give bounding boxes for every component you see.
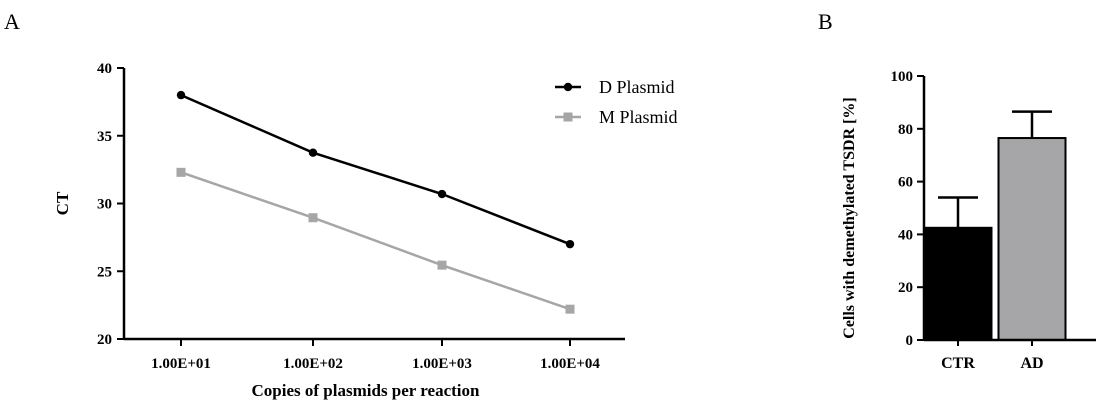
data-point bbox=[437, 260, 447, 270]
x-tick-label: 1.00E+02 bbox=[283, 356, 343, 372]
y-tick-label: 40 bbox=[97, 61, 112, 77]
y-tick-label: 0 bbox=[906, 333, 914, 349]
data-point bbox=[437, 189, 447, 199]
x-tick-label: 1.00E+03 bbox=[412, 356, 472, 372]
data-point bbox=[308, 148, 318, 157]
y-tick-label: 20 bbox=[898, 280, 913, 296]
y-tick-label: 20 bbox=[97, 332, 112, 348]
x-tick-label: CTR bbox=[941, 355, 975, 372]
data-point bbox=[565, 304, 575, 314]
x-tick-label: 1.00E+04 bbox=[540, 356, 600, 372]
y-axis-title: CT bbox=[53, 191, 72, 215]
series-line-1 bbox=[180, 93, 571, 246]
legend-label-2: M Plasmid bbox=[599, 107, 678, 127]
y-tick-label: 30 bbox=[97, 197, 112, 213]
legend-marker-1 bbox=[563, 82, 573, 92]
legend-label-1: D Plasmid bbox=[599, 77, 675, 97]
legend-marker-2 bbox=[563, 112, 573, 122]
data-point bbox=[176, 90, 186, 100]
line-chart: 20 25 30 35 40 1.00E+01 1.00E+02 1.00E+03 1.00E+… bbox=[53, 61, 678, 400]
x-axis-title: Copies of plasmids per reaction bbox=[252, 381, 480, 400]
data-point bbox=[176, 167, 186, 177]
y-tick-label: 60 bbox=[898, 175, 913, 191]
y-tick-label: 25 bbox=[97, 264, 112, 280]
bar-ctr bbox=[923, 226, 993, 341]
data-point bbox=[308, 213, 318, 223]
y-tick-label: 80 bbox=[898, 122, 913, 138]
bar-ad bbox=[997, 137, 1067, 341]
x-tick-label: 1.00E+01 bbox=[151, 356, 211, 372]
series-line-2 bbox=[180, 171, 571, 311]
panel-label-a: A bbox=[4, 9, 20, 34]
y-tick-label: 100 bbox=[891, 69, 914, 85]
data-point bbox=[565, 239, 575, 249]
y-axis-title: Cells with demethylated TSDR [%] bbox=[841, 97, 858, 338]
y-tick-label: 35 bbox=[97, 129, 112, 145]
bar-chart: CTR AD 0 20 40 60 80 100 Cells with demethylated… bbox=[841, 69, 1096, 372]
x-tick-label: AD bbox=[1020, 355, 1043, 372]
y-tick-label: 40 bbox=[898, 227, 913, 243]
panel-label-b: B bbox=[818, 9, 833, 34]
